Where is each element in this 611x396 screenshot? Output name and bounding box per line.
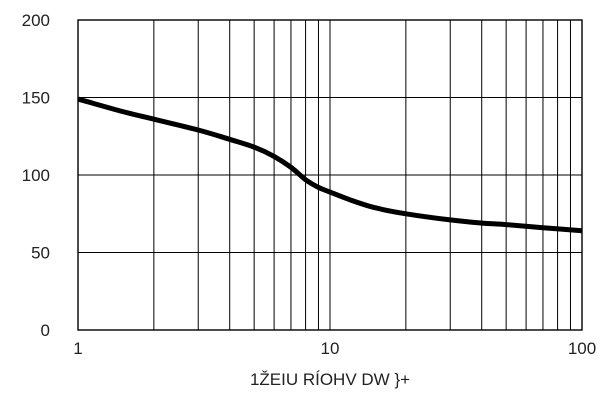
series-group: [77, 96, 583, 234]
y-tick-label: 100: [22, 166, 50, 185]
x-tick-label: 10: [321, 339, 340, 358]
x-axis-title: 1ŽEIU RÍOHV DW }+: [250, 370, 410, 389]
y-tick-label: 200: [22, 11, 50, 30]
grid-lines: [78, 20, 582, 330]
x-tick-label: 1: [73, 339, 82, 358]
y-tick-label: 0: [41, 321, 50, 340]
x-tick-label: 100: [568, 339, 596, 358]
y-tick-labels: 0 50 100 150 200: [22, 11, 50, 340]
y-tick-label: 50: [31, 244, 50, 263]
y-tick-label: 150: [22, 89, 50, 108]
series-line: [77, 96, 583, 234]
plot-frame: [77, 19, 583, 331]
x-tick-labels: 1 10 100: [73, 339, 596, 358]
